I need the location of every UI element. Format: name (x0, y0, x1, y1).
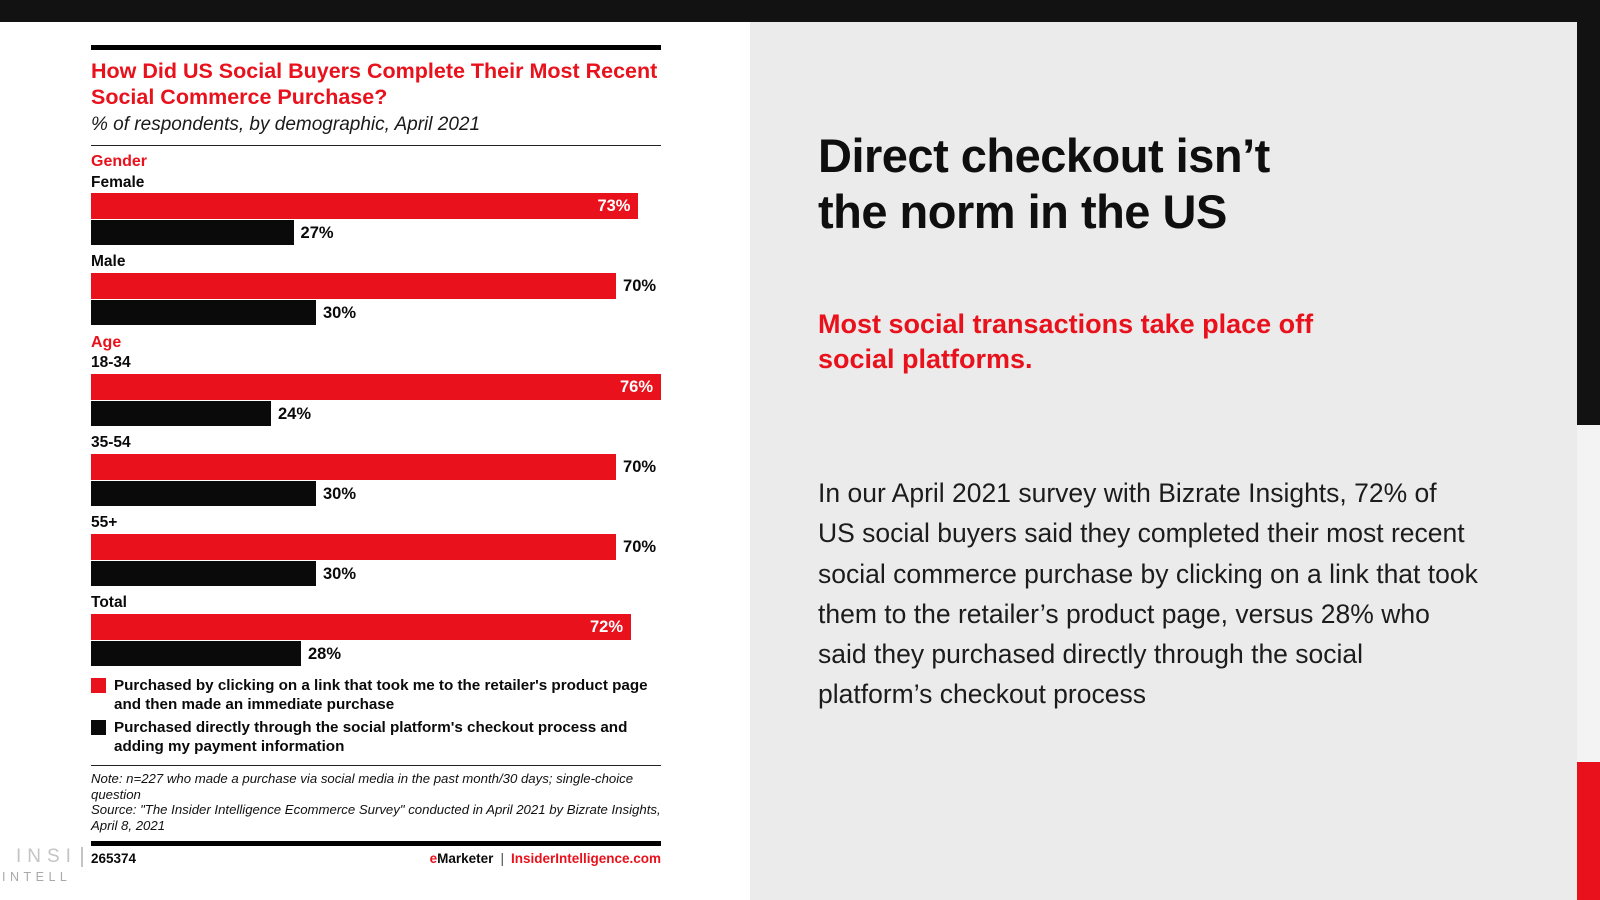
link-purchase-bar: 76% (91, 374, 661, 401)
chart-bottom-rule (91, 840, 661, 846)
right-edge-strip (1577, 22, 1600, 900)
bar-value-label: 27% (300, 224, 334, 243)
legend-swatch-black (91, 719, 106, 735)
chart-note: Note: n=227 who made a purchase via soci… (91, 771, 634, 802)
watermark-divider-bar (80, 847, 83, 867)
legend-label: Purchased directly through the social pl… (114, 718, 628, 756)
bar-group: 18-34 76% 24% (91, 354, 661, 427)
bar-value-label: 73% (597, 197, 631, 216)
strip-segment-black (1577, 22, 1600, 425)
chart-footer: 265374 eMarketer | InsiderIntelligence.com (91, 851, 661, 866)
bar-category-label: 35-54 (91, 434, 131, 452)
insider-intelligence-url: InsiderIntelligence.com (510, 850, 661, 866)
headline-line1: Direct checkout isn’t (818, 129, 1270, 182)
watermark-line2: INTELL (2, 870, 72, 884)
brand-line: eMarketer | InsiderIntelligence.com (430, 851, 661, 866)
link-purchase-bar: 70% (91, 273, 656, 300)
commentary-panel: Direct checkout isn’t the norm in the US … (750, 22, 1577, 900)
legend-item: Purchased by clicking on a link that too… (91, 676, 661, 714)
bar-category-label: 55+ (91, 514, 118, 532)
bar-category-label: 18-34 (91, 354, 131, 372)
watermark-text-top: INSI (16, 846, 77, 868)
strip-segment-gray (1577, 425, 1600, 762)
slide-body-text: In our April 2021 survey with Bizrate In… (818, 477, 1478, 710)
insider-intelligence-watermark: INSI INTELL (0, 847, 83, 884)
bar-value-label: 70% (623, 277, 657, 296)
top-black-band (0, 0, 1600, 22)
strip-segment-red (1577, 762, 1600, 900)
bar-chart: How Did US Social Buyers Complete Their … (91, 45, 661, 866)
chart-subtitle: % of respondents, by demographic, April … (91, 114, 481, 136)
chart-legend: Purchased by clicking on a link that too… (91, 676, 661, 757)
bar-value-label: 70% (623, 458, 657, 477)
chart-section-header: Gender (91, 153, 148, 171)
brand-separator: | (500, 850, 504, 866)
bar-value-label: 30% (322, 304, 356, 323)
link-purchase-bar: 72% (91, 613, 632, 640)
legend-swatch-red (91, 677, 106, 693)
chart-source: Source: "The Insider Intelligence Ecomme… (91, 802, 661, 833)
note-rule (91, 765, 661, 767)
bar-group: Total 72% 28% (91, 594, 661, 666)
bar-category-label: Female (91, 173, 145, 191)
direct-checkout-bar: 27% (91, 220, 334, 246)
bar-group: 35-54 70% 30% (91, 434, 661, 507)
chart-rows: Gender Female 73% 27% Male 70% 30% Age 18-34 76% 2… (91, 152, 661, 666)
emarketer-logo-e: e (429, 850, 438, 866)
link-purchase-bar: 70% (91, 533, 656, 560)
bar-group: 55+ 70% 30% (91, 514, 661, 586)
chart-header-rule (91, 145, 661, 147)
link-purchase-bar: 70% (91, 454, 656, 481)
watermark-line1: INSI (0, 847, 83, 867)
bar-category-label: Male (91, 253, 126, 271)
bar-group: Female 73% 27% (91, 174, 661, 246)
legend-item: Purchased directly through the social pl… (91, 718, 661, 756)
bar-value-label: 24% (278, 405, 312, 424)
chart-section-header: Age (91, 334, 122, 352)
chart-top-rule (91, 45, 661, 50)
slide-subhead: Most social transactions take place off s… (818, 307, 1577, 377)
headline-line2: the norm in the US (818, 185, 1227, 239)
bar-value-label: 76% (619, 378, 653, 397)
direct-checkout-bar: 24% (91, 401, 311, 427)
legend-label: Purchased by clicking on a link that too… (114, 676, 648, 713)
direct-checkout-bar: 30% (91, 300, 356, 326)
direct-checkout-bar: 30% (91, 481, 356, 507)
bar-value-label: 72% (589, 617, 624, 636)
chart-id: 265374 (91, 850, 137, 866)
bar-value-label: 30% (322, 564, 356, 583)
link-purchase-bar: 73% (91, 193, 639, 220)
direct-checkout-bar: 30% (91, 560, 356, 586)
bar-value-label: 70% (623, 537, 657, 556)
subhead-line1: Most social transactions take place off (818, 308, 1314, 339)
slide-headline: Direct checkout isn’t the norm in the US (818, 128, 1577, 241)
direct-checkout-bar: 28% (91, 640, 341, 666)
bar-category-label: Total (91, 593, 127, 611)
bar-group: Male 70% 30% (91, 253, 661, 326)
commentary-content: Direct checkout isn’t the norm in the US … (750, 22, 1577, 715)
chart-panel: INSI INTELL How Did US Social Buyers Com… (0, 22, 750, 900)
bar-value-label: 28% (307, 644, 342, 663)
subhead-line2: social platforms. (818, 343, 1033, 374)
emarketer-logo-rest: Marketer (437, 850, 494, 866)
bar-value-label: 30% (322, 485, 356, 504)
chart-title: How Did US Social Buyers Complete Their … (91, 59, 658, 110)
